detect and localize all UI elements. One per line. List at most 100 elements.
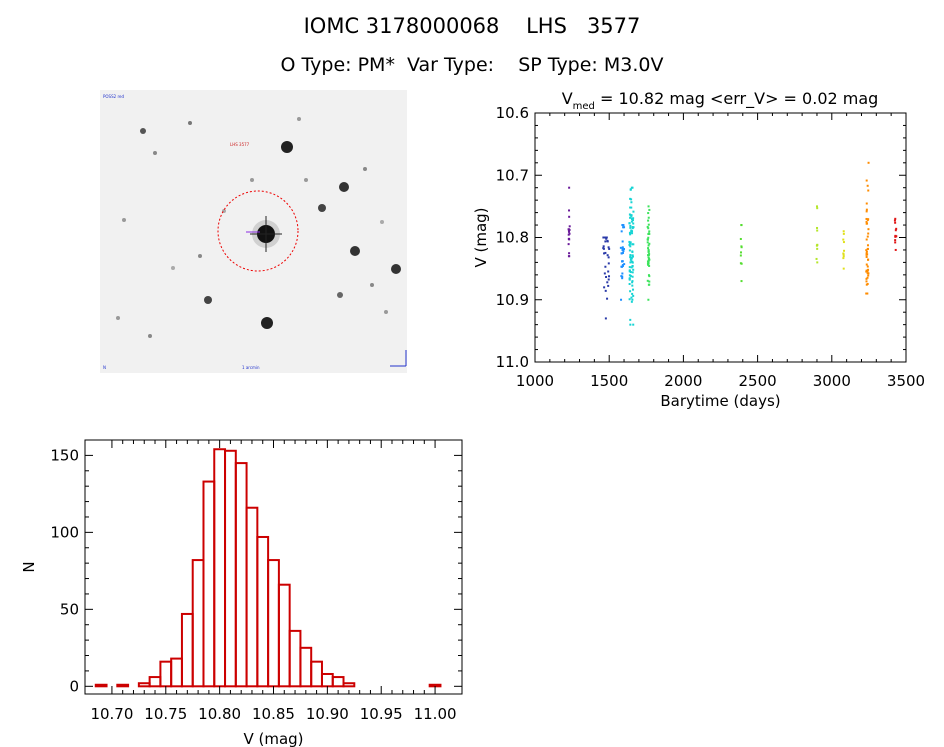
- lc-data-point: [629, 318, 632, 321]
- lc-data-point: [568, 215, 571, 218]
- lc-data-point: [631, 227, 634, 230]
- lc-data-point: [740, 251, 743, 254]
- lc-data-point: [740, 246, 743, 249]
- lc-data-point: [740, 280, 743, 283]
- lc-data-point: [603, 286, 606, 289]
- lc-data-point: [842, 255, 845, 258]
- lc-data-point: [647, 257, 650, 260]
- lc-data-point: [605, 275, 608, 278]
- lc-data-point: [630, 300, 633, 303]
- lc-data-point: [867, 232, 870, 235]
- lc-data-point: [620, 252, 623, 255]
- lc-data-point: [647, 244, 650, 247]
- lc-data-point: [604, 236, 607, 239]
- histogram-bar: [94, 683, 108, 688]
- lc-data-point: [866, 270, 869, 273]
- histogram-bar: [331, 676, 345, 688]
- sky-image: POSS2 red LHS 3577 N 1 arcmin: [100, 90, 407, 373]
- lc-data-point: [865, 252, 868, 255]
- lc-data-point: [629, 261, 632, 264]
- lc-data-point: [619, 246, 622, 249]
- lc-data-point: [605, 237, 608, 240]
- lc-x-tick-label: 3500: [887, 372, 925, 390]
- lc-data-point: [621, 277, 624, 280]
- sky-label-bottom-left: N: [103, 365, 106, 370]
- lc-data-point: [567, 255, 570, 258]
- lc-data-point: [629, 224, 632, 227]
- histogram-bar: [137, 682, 151, 688]
- lc-data-point: [631, 261, 634, 264]
- lc-data-point: [648, 242, 651, 245]
- lc-data-point: [648, 264, 651, 267]
- histogram-bar: [148, 676, 162, 688]
- lc-data-point: [647, 254, 650, 257]
- lc-data-point: [603, 272, 606, 275]
- hist-x-tick-label: 10.75: [144, 705, 187, 723]
- histogram-bar: [170, 657, 183, 688]
- lc-data-point: [865, 220, 868, 223]
- lc-data-point: [629, 188, 632, 191]
- lc-data-point: [602, 245, 605, 248]
- lc-data-point: [894, 239, 897, 242]
- lc-data-point: [630, 201, 633, 204]
- histogram-bar: [267, 559, 280, 688]
- lc-data-point: [620, 298, 623, 301]
- histogram-bar: [213, 448, 227, 688]
- lc-data-point: [816, 226, 819, 229]
- lc-data-point: [866, 244, 869, 247]
- lc-data-point: [568, 228, 571, 231]
- lc-data-point: [867, 189, 870, 192]
- lc-data-point: [816, 207, 819, 210]
- lc-data-point: [867, 218, 870, 221]
- sky-image-canvas: POSS2 red LHS 3577 N 1 arcmin: [100, 90, 407, 373]
- lc-data-point: [647, 223, 650, 226]
- lc-data-point: [605, 236, 608, 239]
- lc-data-point: [867, 268, 870, 271]
- lc-data-point: [607, 246, 610, 249]
- lc-data-point: [894, 241, 897, 244]
- target-star: [246, 216, 282, 252]
- target-aperture-circle: [217, 190, 299, 272]
- lc-data-point: [631, 271, 634, 274]
- lc-data-point: [739, 237, 742, 240]
- lc-data-point: [842, 257, 845, 260]
- lc-data-point: [621, 247, 624, 250]
- lc-data-point: [631, 254, 634, 257]
- histogram-bar: [256, 535, 270, 688]
- lc-data-point: [632, 288, 635, 291]
- lc-data-point: [568, 225, 571, 228]
- lc-data-point: [632, 210, 635, 213]
- lc-data-point: [568, 232, 571, 235]
- lc-data-point: [568, 230, 571, 233]
- lc-data-point: [631, 232, 634, 235]
- lc-data-point: [867, 228, 870, 231]
- lc-data-point: [604, 251, 607, 254]
- lc-data-point: [632, 323, 635, 326]
- lc-data-point: [629, 271, 632, 274]
- lc-data-point: [648, 208, 651, 211]
- lc-data-point: [843, 249, 846, 252]
- lc-data-point: [631, 281, 634, 284]
- lc-data-point: [894, 229, 897, 232]
- lc-data-point: [631, 243, 634, 246]
- lc-data-point: [606, 297, 609, 300]
- lc-data-point: [630, 186, 633, 189]
- lc-data-point: [631, 226, 634, 229]
- lc-data-point: [628, 240, 631, 243]
- lc-data-point: [648, 230, 651, 233]
- lc-data-point: [631, 265, 634, 268]
- lc-data-point: [628, 277, 631, 280]
- hist-y-tick-label: 0: [69, 677, 79, 695]
- lc-data-point: [646, 241, 649, 244]
- lc-data-point: [621, 264, 624, 267]
- lc-data-point: [629, 258, 632, 261]
- histogram-bar: [288, 629, 302, 688]
- lc-data-point: [629, 216, 632, 219]
- histogram-bar: [320, 672, 334, 688]
- lc-data-point: [621, 275, 624, 278]
- lc-data-point: [629, 274, 632, 277]
- lc-data-point: [866, 265, 869, 268]
- lc-data-point: [866, 184, 869, 187]
- lc-data-point: [607, 278, 610, 281]
- lc-data-point: [647, 247, 650, 250]
